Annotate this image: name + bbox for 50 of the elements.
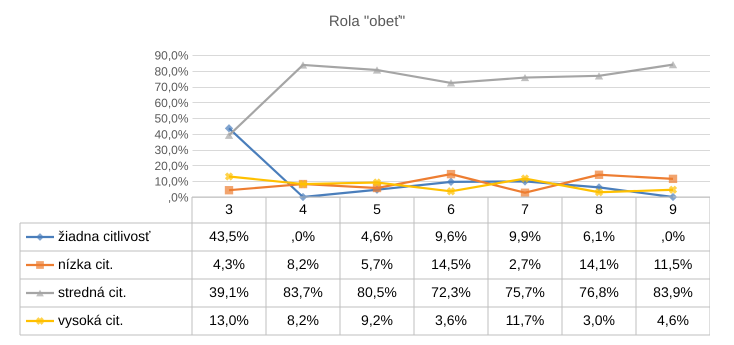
y-tick-label: 50,0% bbox=[154, 112, 189, 126]
y-tick-label: 90,0% bbox=[154, 48, 189, 62]
data-label: 4,6% bbox=[657, 312, 689, 328]
y-tick-label: 20,0% bbox=[154, 158, 189, 173]
data-label: 5,7% bbox=[361, 256, 393, 272]
data-label: 9,9% bbox=[509, 228, 541, 244]
data-label: 8,2% bbox=[287, 256, 319, 272]
y-tick-label: 80,0% bbox=[154, 64, 189, 78]
legend-label: žiadna citlivosť bbox=[58, 228, 152, 244]
legend-label: vysoká cit. bbox=[58, 312, 124, 328]
data-label: 11,7% bbox=[506, 312, 544, 328]
data-label: 9,6% bbox=[435, 228, 467, 244]
data-label: 13,0% bbox=[209, 312, 249, 328]
data-label: 3,6% bbox=[435, 312, 467, 328]
data-label: 4,3% bbox=[213, 256, 245, 272]
y-tick-label: 70,0% bbox=[154, 80, 189, 94]
data-label: 9,2% bbox=[361, 312, 393, 328]
y-tick-label: 60,0% bbox=[154, 96, 189, 110]
data-label: 6,1% bbox=[583, 228, 615, 244]
data-label: ,0% bbox=[290, 228, 316, 244]
x-tick-label: 4 bbox=[299, 201, 308, 217]
legend-label: nízka cit. bbox=[58, 256, 114, 272]
x-tick-label: 9 bbox=[669, 201, 678, 217]
data-label: 8,2% bbox=[287, 312, 319, 328]
data-label: 83,7% bbox=[283, 284, 323, 300]
x-tick-label: 8 bbox=[595, 201, 604, 217]
x-tick-label: 5 bbox=[373, 201, 382, 217]
data-label: 72,3% bbox=[431, 284, 471, 300]
y-tick-label: 30,0% bbox=[154, 143, 189, 158]
data-label: 2,7% bbox=[509, 256, 541, 272]
data-label: 14,5% bbox=[431, 256, 471, 272]
x-tick-label: 6 bbox=[447, 201, 456, 217]
data-label: ,0% bbox=[660, 228, 686, 244]
x-tick-label: 3 bbox=[225, 201, 234, 217]
data-label: 4,6% bbox=[361, 228, 393, 244]
data-label: 43,5% bbox=[209, 228, 249, 244]
data-label: 3,0% bbox=[583, 312, 615, 328]
y-tick-label: 40,0% bbox=[154, 127, 189, 142]
data-label: 39,1% bbox=[209, 284, 249, 300]
data-label: 11,5% bbox=[654, 256, 692, 272]
y-tick-label: ,0% bbox=[168, 190, 189, 204]
x-tick-label: 7 bbox=[521, 201, 530, 217]
data-label: 75,7% bbox=[505, 284, 545, 300]
legend-label: stredná cit. bbox=[58, 284, 126, 300]
chart-title: Rola "obeť" bbox=[328, 13, 406, 30]
data-label: 14,1% bbox=[579, 256, 619, 272]
data-label: 76,8% bbox=[579, 284, 619, 300]
y-tick-label: 10,0% bbox=[154, 174, 189, 189]
data-label: 83,9% bbox=[653, 284, 693, 300]
data-label: 80,5% bbox=[357, 284, 397, 300]
